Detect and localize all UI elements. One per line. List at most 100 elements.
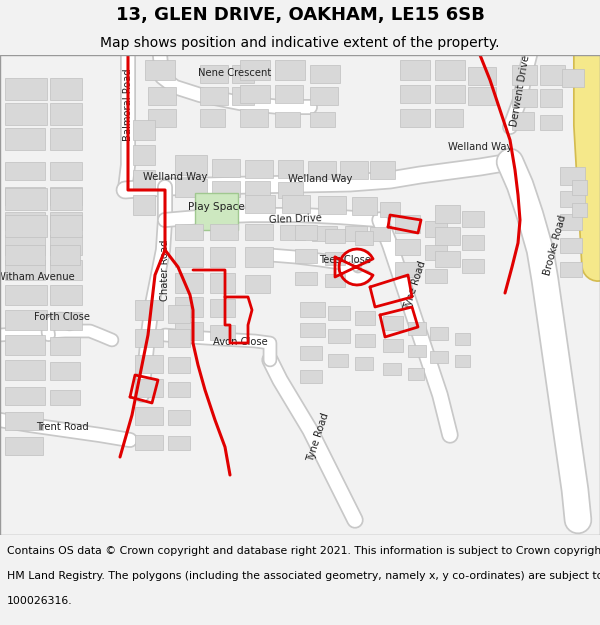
- Polygon shape: [5, 187, 45, 205]
- Polygon shape: [175, 155, 207, 175]
- Polygon shape: [210, 224, 238, 240]
- Polygon shape: [240, 60, 270, 80]
- Polygon shape: [295, 272, 317, 285]
- Polygon shape: [370, 227, 390, 241]
- Polygon shape: [560, 238, 582, 253]
- Polygon shape: [5, 387, 45, 405]
- Polygon shape: [560, 167, 585, 185]
- Polygon shape: [300, 370, 322, 383]
- Polygon shape: [383, 363, 401, 375]
- Polygon shape: [245, 224, 273, 240]
- Polygon shape: [5, 78, 47, 100]
- Polygon shape: [408, 322, 426, 335]
- Polygon shape: [5, 285, 47, 305]
- Polygon shape: [5, 245, 45, 265]
- Polygon shape: [175, 179, 207, 197]
- Polygon shape: [400, 85, 430, 103]
- Polygon shape: [435, 85, 465, 103]
- Polygon shape: [50, 128, 82, 150]
- Polygon shape: [275, 60, 305, 80]
- Polygon shape: [135, 300, 163, 320]
- Polygon shape: [355, 231, 373, 245]
- Polygon shape: [468, 87, 496, 105]
- Polygon shape: [168, 436, 190, 450]
- Polygon shape: [50, 235, 82, 255]
- Polygon shape: [168, 410, 190, 425]
- Polygon shape: [512, 89, 537, 107]
- Polygon shape: [133, 195, 155, 215]
- Polygon shape: [408, 368, 424, 380]
- Polygon shape: [5, 162, 45, 180]
- Polygon shape: [5, 437, 43, 455]
- Text: Derwent Drive: Derwent Drive: [509, 54, 531, 128]
- Text: Trent Road: Trent Road: [35, 422, 88, 432]
- Polygon shape: [295, 225, 317, 240]
- Polygon shape: [318, 196, 346, 214]
- Polygon shape: [345, 226, 367, 241]
- Polygon shape: [395, 239, 420, 255]
- Text: Balmoral Road: Balmoral Road: [123, 69, 133, 141]
- Polygon shape: [50, 215, 82, 237]
- Polygon shape: [195, 193, 238, 230]
- Polygon shape: [210, 325, 235, 340]
- Polygon shape: [325, 274, 345, 287]
- Polygon shape: [50, 285, 82, 305]
- Polygon shape: [370, 161, 395, 179]
- Polygon shape: [245, 181, 270, 197]
- Polygon shape: [135, 379, 163, 397]
- Polygon shape: [175, 297, 203, 317]
- Polygon shape: [435, 60, 465, 80]
- Polygon shape: [435, 205, 460, 223]
- Polygon shape: [50, 260, 82, 280]
- Text: 100026316.: 100026316.: [7, 596, 73, 606]
- Polygon shape: [280, 225, 305, 240]
- Polygon shape: [562, 69, 584, 87]
- Polygon shape: [50, 245, 80, 265]
- Polygon shape: [435, 109, 463, 127]
- Polygon shape: [175, 247, 203, 267]
- Polygon shape: [435, 227, 460, 245]
- Polygon shape: [278, 182, 303, 198]
- Polygon shape: [50, 187, 82, 205]
- Polygon shape: [245, 247, 273, 267]
- Polygon shape: [135, 329, 163, 347]
- Polygon shape: [232, 65, 254, 83]
- Polygon shape: [168, 382, 190, 397]
- Polygon shape: [312, 226, 337, 241]
- Polygon shape: [175, 273, 203, 293]
- Polygon shape: [232, 87, 254, 105]
- Text: Play Space: Play Space: [188, 202, 244, 212]
- Polygon shape: [5, 212, 45, 230]
- Text: Tyne Road: Tyne Road: [403, 259, 428, 311]
- Polygon shape: [5, 335, 45, 355]
- Polygon shape: [5, 128, 45, 150]
- Polygon shape: [240, 109, 268, 127]
- Text: Avon Close: Avon Close: [212, 337, 268, 347]
- Polygon shape: [168, 357, 190, 373]
- Polygon shape: [135, 407, 163, 425]
- Polygon shape: [328, 329, 350, 343]
- Text: Map shows position and indicative extent of the property.: Map shows position and indicative extent…: [100, 36, 500, 50]
- Polygon shape: [560, 214, 582, 230]
- Polygon shape: [540, 89, 562, 107]
- Polygon shape: [300, 323, 325, 337]
- Polygon shape: [512, 65, 537, 85]
- Text: HM Land Registry. The polygons (including the associated geometry, namely x, y c: HM Land Registry. The polygons (includin…: [7, 571, 600, 581]
- Polygon shape: [540, 65, 565, 85]
- Polygon shape: [210, 247, 235, 267]
- Polygon shape: [462, 211, 484, 227]
- Polygon shape: [380, 202, 400, 217]
- Polygon shape: [50, 78, 82, 100]
- Polygon shape: [175, 224, 203, 240]
- Polygon shape: [328, 306, 350, 320]
- Polygon shape: [50, 390, 80, 405]
- Polygon shape: [560, 191, 585, 207]
- Polygon shape: [275, 112, 300, 127]
- Polygon shape: [245, 275, 270, 293]
- Polygon shape: [425, 221, 447, 237]
- Polygon shape: [210, 273, 235, 293]
- Text: 13, GLEN DRIVE, OAKHAM, LE15 6SB: 13, GLEN DRIVE, OAKHAM, LE15 6SB: [116, 6, 484, 24]
- Polygon shape: [212, 181, 240, 197]
- Polygon shape: [135, 435, 163, 450]
- Polygon shape: [383, 339, 403, 352]
